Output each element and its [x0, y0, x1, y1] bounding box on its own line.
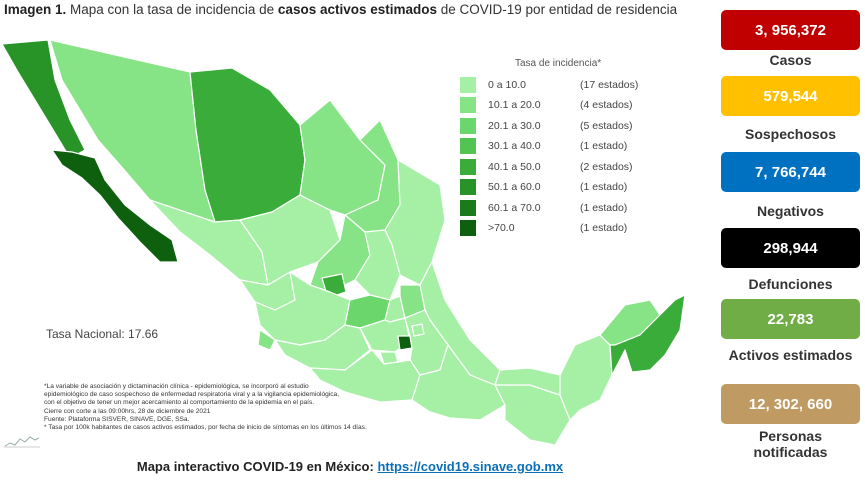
figure-title-prefix: Imagen 1.: [4, 2, 67, 17]
legend-range: >70.0: [488, 222, 515, 234]
footer-text: Mapa interactivo COVID-19 en México:: [136, 459, 378, 474]
stat-value-negativos: 7, 766,744: [721, 152, 860, 192]
legend-swatch: [460, 138, 476, 154]
legend-count: (17 estados): [580, 78, 639, 91]
figure-title: Imagen 1. Mapa con la tasa de incidencia…: [4, 2, 677, 17]
stat-label-defunciones: Defunciones: [748, 276, 833, 292]
legend-heading: Tasa de incidencia*: [515, 58, 602, 69]
footnote-line: Cierre con corte a las 09:00hrs, 28 de d…: [44, 407, 211, 415]
figure-title-text2: de COVID-19 por entidad de residencia: [437, 2, 678, 17]
footnote-line: * Tasa por 100k habitantes de casos acti…: [44, 424, 367, 432]
legend-count: (1 estado): [580, 140, 628, 152]
stat-label-casos: Casos: [769, 52, 812, 68]
footer: Mapa interactivo COVID-19 en México: htt…: [0, 459, 700, 474]
legend-count: (1 estado): [580, 181, 628, 193]
stat-value-activos: 22,783: [721, 299, 860, 339]
legend-range: 0 a 10.0: [488, 78, 526, 91]
footnote-line: epidemiológico de caso sospechoso de enf…: [44, 391, 340, 399]
footnote-line: Fuente: Plataforma SISVER, SINAVE, DGE, …: [44, 415, 190, 423]
legend-count: (1 estado): [580, 222, 628, 234]
stat-value-sospechosos: 579,544: [721, 76, 860, 116]
tasa-nacional: Tasa Nacional: 17.66: [46, 327, 159, 341]
legend-range: 60.1 a 70.0: [488, 201, 541, 214]
state-guerrero: [309, 349, 421, 403]
legend-row: 0 a 10.0 (17 estados): [460, 76, 638, 93]
mexico-map: [1, 39, 686, 446]
legend-row: 50.1 a 60.0 (1 estado): [460, 179, 627, 196]
legend-row: 20.1 a 30.0 (5 estados): [460, 117, 633, 134]
legend-range: 50.1 a 60.0: [488, 181, 541, 193]
legend-swatch: [460, 158, 476, 175]
figure-title-bold: casos activos estimados: [277, 2, 438, 17]
legend-row: 40.1 a 50.0 (2 estados): [460, 158, 633, 175]
footnote-line: *La variable de asociación y dictaminaci…: [44, 383, 309, 390]
legend-swatch: [460, 199, 476, 216]
figure-title-text1: Mapa con la tasa de incidencia de: [66, 2, 278, 17]
stat-label-sospechosos: Sospechosos: [744, 126, 837, 142]
mini-chart-icon: [4, 436, 40, 448]
legend-swatch: [460, 179, 476, 195]
legend-swatch: [460, 97, 476, 113]
legend-row: 10.1 a 20.0 (4 estados): [460, 97, 633, 114]
stat-label-notificadas: Personas notificadas: [753, 428, 828, 460]
sinave-link[interactable]: https://covid19.sinave.gob.mx: [377, 459, 564, 474]
legend-range: 40.1 a 50.0: [488, 160, 541, 173]
legend-swatch: [460, 117, 476, 134]
stat-label-negativos: Negativos: [757, 203, 824, 219]
legend-count: (1 estado): [580, 201, 628, 214]
stat-value-notificadas: 12, 302, 660: [721, 384, 860, 424]
state-campeche: [559, 334, 613, 421]
footnotes: *La variable de asociación y dictaminaci…: [44, 383, 424, 432]
legend-row: 30.1 a 40.0 (1 estado): [460, 138, 627, 155]
state-colima: [257, 329, 276, 351]
state-baja-california-sur: [51, 149, 179, 263]
stat-label-activos: Activos estimados: [728, 347, 853, 363]
legend-range: 20.1 a 30.0: [488, 119, 541, 132]
legend-range: 10.1 a 20.0: [488, 99, 541, 111]
legend-row: >70.0 (1 estado): [460, 220, 627, 237]
stat-value-casos: 3, 956,372: [721, 10, 860, 50]
state-chihuahua: [189, 67, 306, 223]
legend-swatch: [460, 76, 476, 93]
state-tamaulipas: [384, 159, 446, 286]
legend-count: (5 estados): [580, 119, 633, 132]
state-quintana-roo: [609, 294, 686, 376]
stat-value-defunciones: 298,944: [721, 228, 860, 268]
legend-swatch: [460, 220, 476, 236]
state-coahuila: [299, 99, 386, 216]
legend-count: (4 estados): [580, 99, 633, 111]
footnote-line: con el objetivo de tener un mejor acerca…: [44, 399, 315, 407]
legend-range: 30.1 a 40.0: [488, 140, 541, 152]
state-michoacan: [274, 324, 371, 371]
legend-count: (2 estados): [580, 160, 633, 173]
legend-row: 60.1 a 70.0 (1 estado): [460, 199, 627, 216]
state-tlaxcala: [411, 323, 425, 337]
